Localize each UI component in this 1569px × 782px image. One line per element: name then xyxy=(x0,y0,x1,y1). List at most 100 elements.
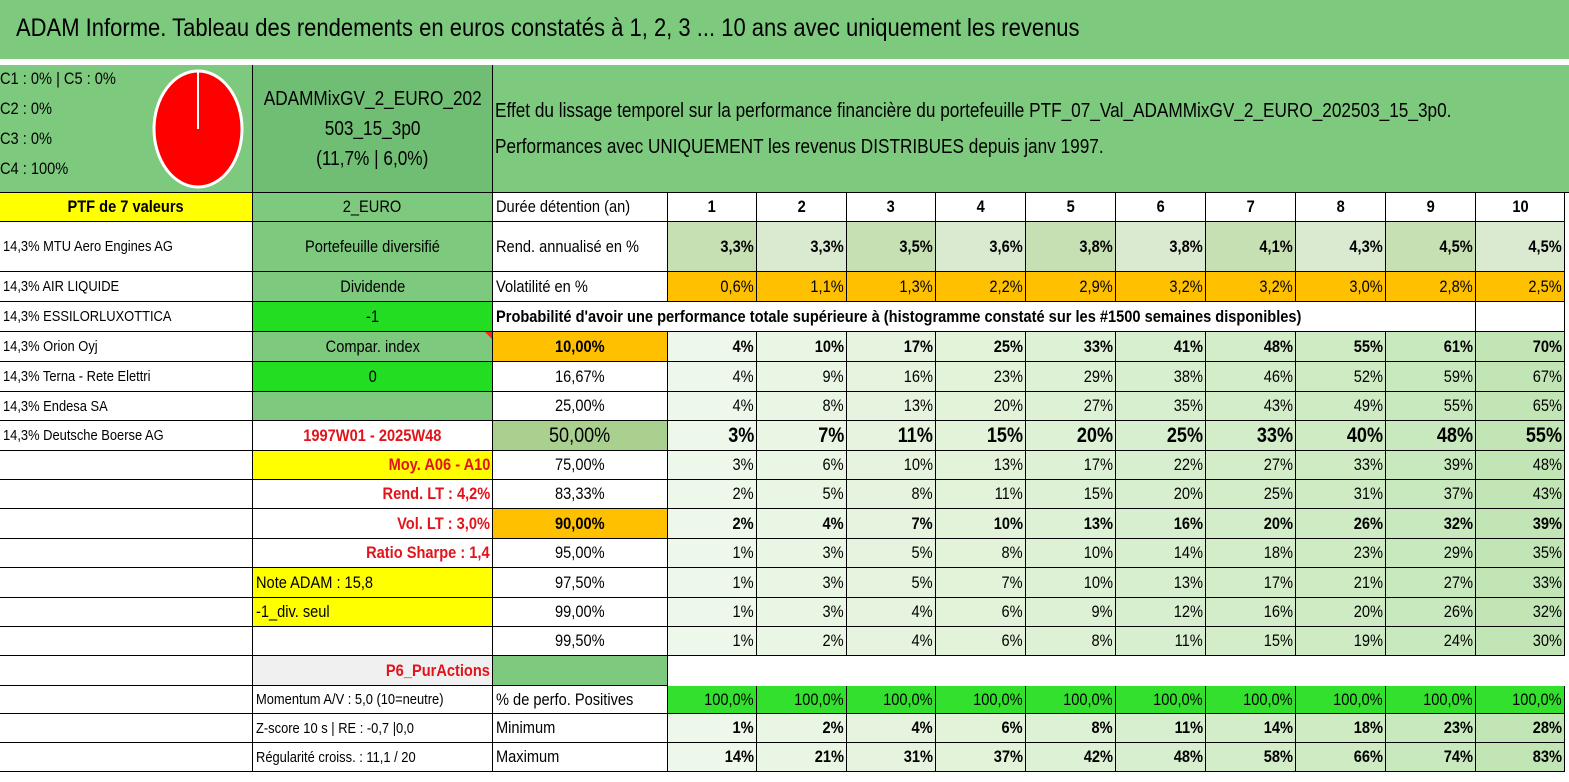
probability-value: 7% xyxy=(847,509,936,539)
vol-value-text: 3,2% xyxy=(1259,276,1293,296)
sharpe-ratio: Ratio Sharpe : 1,4 xyxy=(253,539,493,568)
probability-value-text: 65% xyxy=(1532,396,1562,415)
portfolio-description-line2: Performances avec UNIQUEMENT les revenus… xyxy=(495,135,1104,158)
probability-level: 83,33% xyxy=(493,480,668,509)
probability-value: 67% xyxy=(1476,362,1565,392)
vol-value-text: 2,5% xyxy=(1528,276,1562,296)
probability-value: 25% xyxy=(936,332,1026,362)
minimum-value: 6% xyxy=(936,714,1026,743)
minimum-value-text: 14% xyxy=(1263,718,1293,737)
rend-value: 3,8% xyxy=(1116,222,1206,272)
vol-value: 2,5% xyxy=(1476,272,1565,302)
probability-value-text: 15% xyxy=(1083,484,1113,503)
minimum-value-text: 28% xyxy=(1532,718,1562,737)
probability-value-text: 70% xyxy=(1532,336,1562,356)
probability-value-text: 20% xyxy=(1076,423,1113,447)
empty-cell xyxy=(0,539,253,568)
probability-value: 13% xyxy=(1026,509,1116,539)
probability-value-text: 35% xyxy=(1173,396,1203,415)
probability-value: 3% xyxy=(757,539,847,568)
holding-row: 14,3% Terna - Rete Elettri xyxy=(0,362,253,392)
maximum-value: 66% xyxy=(1296,743,1386,772)
holding-row: 14,3% Endesa SA xyxy=(0,392,253,421)
minimum-value: 18% xyxy=(1296,714,1386,743)
probability-value-text: 27% xyxy=(1083,396,1113,415)
probability-value: 40% xyxy=(1296,421,1386,451)
probability-value: 26% xyxy=(1296,509,1386,539)
probability-value-text: 4% xyxy=(911,602,933,621)
rend-value: 3,5% xyxy=(847,222,936,272)
minimum-value: 14% xyxy=(1206,714,1296,743)
probability-value-text: 10% xyxy=(814,336,844,356)
income-type: Dividende xyxy=(253,272,493,302)
adam-note-text: Note ADAM : 15,8 xyxy=(256,572,374,592)
year-header-text: 5 xyxy=(1066,197,1075,216)
vol-value: 2,8% xyxy=(1386,272,1476,302)
holding-row-text: 14,3% Terna - Rete Elettri xyxy=(3,368,151,385)
maximum-value: 21% xyxy=(757,743,847,772)
probability-value: 16% xyxy=(1116,509,1206,539)
maximum-value: 14% xyxy=(668,743,757,772)
probability-value-text: 3% xyxy=(727,423,754,447)
vol-value: 3,0% xyxy=(1296,272,1386,302)
probability-value-text: 49% xyxy=(1353,396,1383,415)
probability-value-text: 8% xyxy=(1001,543,1023,562)
probability-value-text: 3% xyxy=(822,543,844,562)
probability-value-text: 3% xyxy=(822,602,844,621)
probability-value: 8% xyxy=(757,392,847,421)
rend-value-text: 4,5% xyxy=(1528,236,1562,256)
probability-value-text: 9% xyxy=(822,366,844,386)
maximum-value: 58% xyxy=(1206,743,1296,772)
period-range-text: 1997W01 - 2025W48 xyxy=(303,425,442,445)
probability-value: 23% xyxy=(1296,539,1386,568)
probability-level: 90,00% xyxy=(493,509,668,539)
vol-value: 3,2% xyxy=(1206,272,1296,302)
empty-cell xyxy=(0,598,253,627)
compar-index-label-text: Compar. index xyxy=(325,336,420,356)
probability-value-text: 22% xyxy=(1173,455,1203,474)
probability-value: 32% xyxy=(1476,598,1565,627)
probability-level-text: 25,00% xyxy=(555,396,605,415)
probability-value-text: 46% xyxy=(1263,366,1293,386)
positive-perf-value-text: 100,0% xyxy=(1063,689,1113,709)
probability-value-text: 5% xyxy=(911,543,933,562)
minimum-value-text: 18% xyxy=(1353,718,1383,737)
probability-value-text: 6% xyxy=(822,455,844,474)
year-header-text: 2 xyxy=(797,197,806,216)
probability-value-text: 11% xyxy=(994,484,1023,503)
rend-value-text: 4,1% xyxy=(1259,236,1293,256)
rend-value-text: 3,3% xyxy=(810,236,844,256)
probability-value-text: 23% xyxy=(993,366,1023,386)
probability-value: 11% xyxy=(936,480,1026,509)
vol-value: 3,2% xyxy=(1116,272,1206,302)
rend-value-text: 3,5% xyxy=(899,236,933,256)
empty-green-cell xyxy=(493,656,668,686)
probability-value-text: 48% xyxy=(1263,336,1293,356)
maximum-value-text: 14% xyxy=(724,747,754,766)
vol-value-text: 2,8% xyxy=(1439,276,1473,296)
portfolio-description-cell: Effet du lissage temporel sur la perform… xyxy=(493,65,1569,193)
probability-value-text: 35% xyxy=(1532,543,1562,562)
empty-cell xyxy=(0,656,253,686)
probability-level-text: 10,00% xyxy=(555,336,605,356)
probability-value-text: 11% xyxy=(1174,631,1203,650)
probability-value-text: 25% xyxy=(1166,423,1203,447)
probability-value: 16% xyxy=(847,362,936,392)
signal-value: -1 xyxy=(253,302,493,332)
probability-value: 17% xyxy=(1206,568,1296,598)
empty-cell xyxy=(0,714,253,743)
rend-value-text: 3,6% xyxy=(989,236,1023,256)
compar-index-value: 0 xyxy=(253,362,493,392)
probability-value: 30% xyxy=(1476,627,1565,656)
allocation-lines: C1 : 0% | C5 : 0% C2 : 0% C3 : 0% C4 : 1… xyxy=(0,64,135,184)
probability-value-text: 14% xyxy=(1173,543,1203,562)
probability-value-text: 13% xyxy=(1173,572,1203,592)
probability-value-text: 16% xyxy=(903,366,933,386)
probability-value-text: 6% xyxy=(1001,631,1023,650)
probability-value-text: 52% xyxy=(1353,366,1383,386)
minimum-value-text: 1% xyxy=(732,718,754,737)
probability-value: 48% xyxy=(1386,421,1476,451)
probability-value-text: 48% xyxy=(1532,455,1562,474)
minimum-value: 2% xyxy=(757,714,847,743)
holding-row: 14,3% AIR LIQUIDE xyxy=(0,272,253,302)
